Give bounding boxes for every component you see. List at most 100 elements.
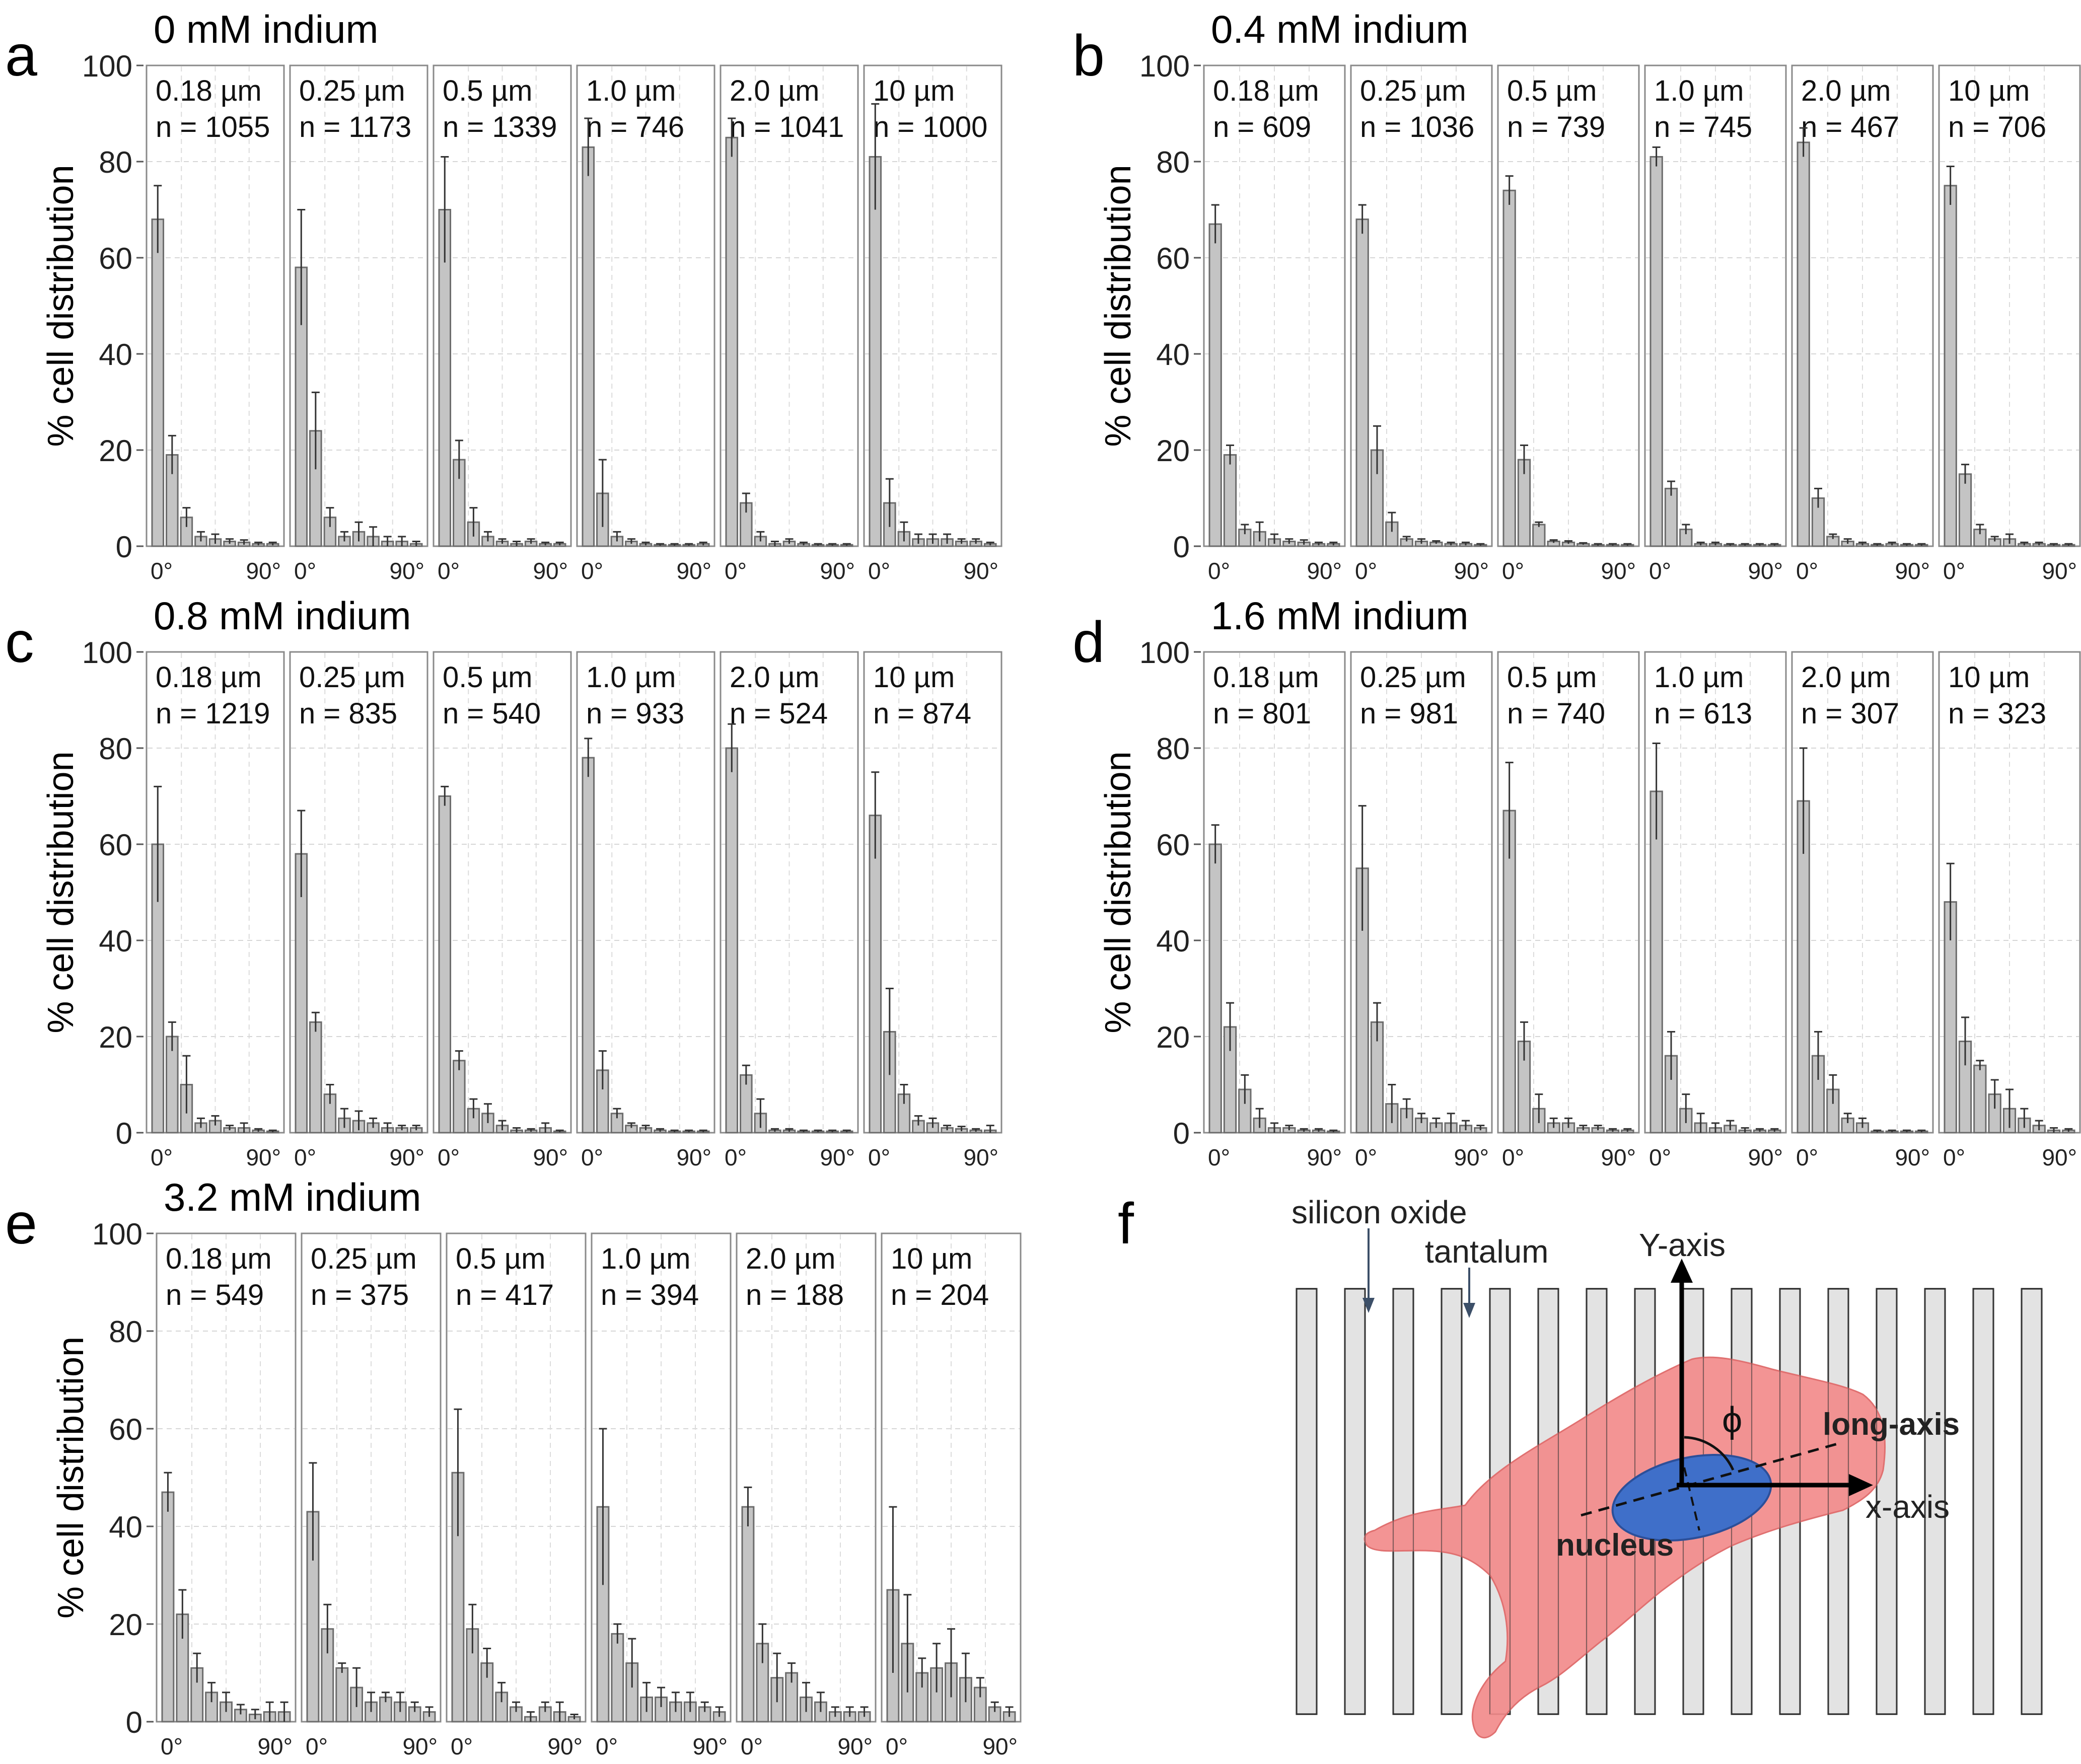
tantalum-stripe — [1924, 1288, 1946, 1715]
x-tick-label-end: 90° — [1601, 558, 1636, 584]
chart-panel-b: b 0.4 mM indium % cell distribution 0 20 40 60… — [1072, 7, 2081, 584]
facet-size-label: 10 µm — [873, 75, 955, 107]
bar — [1502, 810, 1516, 1134]
y-tick-label: 100 — [1139, 636, 1190, 670]
label-long-axis: long-axis — [1823, 1407, 1960, 1442]
facet-2.0um: 2.0 µm n = 188 0° 90° — [736, 1232, 877, 1759]
facet-n-label: n = 874 — [873, 697, 971, 730]
facet-size-label: 0.5 µm — [443, 75, 532, 107]
facet-n-label: n = 375 — [311, 1279, 409, 1311]
x-tick-label-end: 90° — [402, 1733, 438, 1759]
facet-n-label: n = 609 — [1213, 111, 1311, 143]
bar — [1649, 156, 1663, 547]
panel-letter-d: d — [1072, 610, 1105, 675]
panel-letter-e: e — [5, 1192, 37, 1256]
facet-1.0um: 1.0 µmn = 613 0° 90° — [1644, 651, 1787, 1170]
x-tick-label-end: 90° — [1895, 558, 1930, 584]
tantalum-arrowhead — [1463, 1303, 1475, 1318]
x-tick-label-start: 0° — [868, 558, 890, 584]
facet-n-label: n = 613 — [1654, 697, 1752, 730]
facet-10um: 10 µm n = 706 0° 90° — [1938, 64, 2081, 584]
x-tick-label-end: 90° — [692, 1733, 728, 1759]
x-tick-label-start: 0° — [438, 558, 460, 584]
x-tick-label-end: 90° — [982, 1733, 1018, 1759]
y-tick-label: 60 — [1156, 828, 1190, 862]
y-tick-label: 40 — [1156, 338, 1190, 372]
facet-size-label: 10 µm — [1948, 75, 2030, 107]
facet-n-label: n = 417 — [456, 1279, 554, 1311]
bar — [582, 757, 595, 1134]
x-tick-label-start: 0° — [741, 1733, 763, 1759]
facet-n-label: n = 549 — [166, 1279, 264, 1311]
facet-n-label: n = 835 — [299, 697, 397, 730]
bar — [725, 136, 739, 547]
chart-panel-c: c 0.8 mM indium % cell distribution 0 20 40 60… — [5, 594, 1002, 1170]
y-tick-label: 100 — [1139, 49, 1190, 83]
bar — [611, 1633, 624, 1723]
x-tick-label-start: 0° — [1355, 558, 1377, 584]
stripe-lines-over-cell — [1296, 1289, 2042, 1714]
y-tick-label: 80 — [99, 732, 132, 766]
x-tick-label-start: 0° — [1502, 558, 1524, 584]
y-tick-label: 40 — [99, 338, 132, 372]
x-tick-label-start: 0° — [294, 1144, 316, 1170]
facet-size-label: 0.18 µm — [1213, 661, 1319, 694]
facet-n-label: n = 1339 — [443, 111, 557, 143]
facet-n-label: n = 1000 — [873, 111, 987, 143]
y-tick-label: 40 — [109, 1510, 142, 1544]
x-axis-arrowhead — [1849, 1474, 1873, 1496]
facet-size-label: 0.5 µm — [1507, 661, 1597, 694]
facet-n-label: n = 1036 — [1360, 111, 1474, 143]
panel-letter-b: b — [1072, 24, 1105, 88]
panel-title: 0.4 mM indium — [1211, 7, 1469, 51]
facet-size-label: 0.18 µm — [1213, 75, 1319, 107]
facet-0.18um: 0.18 µm n = 609 0° 90° — [1203, 64, 1346, 584]
x-tick-label-start: 0° — [1649, 1144, 1671, 1170]
silicon-oxide-arrowhead — [1362, 1298, 1375, 1313]
x-tick-label-end: 90° — [676, 1144, 711, 1170]
facet-size-label: 0.5 µm — [443, 661, 532, 694]
x-tick-label-end: 90° — [1307, 558, 1342, 584]
y-axis-label: % cell distribution — [51, 1337, 91, 1619]
facet-size-label: 0.18 µm — [156, 75, 262, 107]
y-tick-label: 20 — [109, 1608, 142, 1642]
facet-size-label: 0.25 µm — [299, 75, 405, 107]
facet-n-label: n = 1173 — [299, 111, 411, 143]
bar — [1532, 524, 1546, 547]
x-tick-label-start: 0° — [596, 1733, 618, 1759]
facet-0.5um: 0.5 µmn = 540 0° 90° — [433, 651, 572, 1170]
bar — [869, 815, 882, 1134]
x-tick-label-start: 0° — [1796, 1144, 1818, 1170]
facet-10um: 10 µmn = 323 0° 90° — [1938, 651, 2081, 1170]
x-tick-label-start: 0° — [438, 1144, 460, 1170]
x-tick-label-start: 0° — [725, 1144, 747, 1170]
y-axis-label: % cell distribution — [1098, 165, 1138, 447]
tantalum-stripe — [1441, 1288, 1463, 1715]
cell-body — [1364, 1356, 1886, 1739]
facet-n-label: n = 1041 — [730, 111, 844, 143]
facet-n-label: n = 540 — [443, 697, 541, 730]
facet-0.18um: 0.18 µmn = 801 0° 90° — [1203, 651, 1346, 1170]
facet-n-label: n = 746 — [586, 111, 684, 143]
facet-n-label: n = 188 — [746, 1279, 844, 1311]
facet-n-label: n = 204 — [891, 1279, 989, 1311]
facet-size-label: 10 µm — [1948, 661, 2030, 694]
label-nucleus: nucleus — [1556, 1528, 1674, 1563]
x-tick-label-end: 90° — [1748, 558, 1783, 584]
x-tick-label-start: 0° — [581, 558, 603, 584]
facet-0.5um: 0.5 µm n = 739 0° 90° — [1497, 64, 1640, 584]
x-tick-label-end: 90° — [1748, 1144, 1783, 1170]
y-tick-label: 80 — [1156, 732, 1190, 766]
facet-1.0um: 1.0 µm n = 745 0° 90° — [1644, 64, 1787, 584]
facet-n-label: n = 745 — [1654, 111, 1752, 143]
facet-0.18um: 0.18 µmn = 1219 0° 90° — [146, 651, 285, 1170]
x-tick-label-end: 90° — [1307, 1144, 1342, 1170]
tantalum-stripe — [2021, 1288, 2043, 1715]
facet-size-label: 0.18 µm — [166, 1242, 272, 1275]
facet-n-label: n = 981 — [1360, 697, 1458, 730]
x-tick-label-end: 90° — [1454, 1144, 1489, 1170]
facet-frame — [736, 1232, 877, 1723]
label-y-axis: Y-axis — [1639, 1227, 1726, 1263]
y-tick-label: 80 — [99, 145, 132, 179]
facet-1.0um: 1.0 µmn = 933 0° 90° — [576, 651, 715, 1170]
